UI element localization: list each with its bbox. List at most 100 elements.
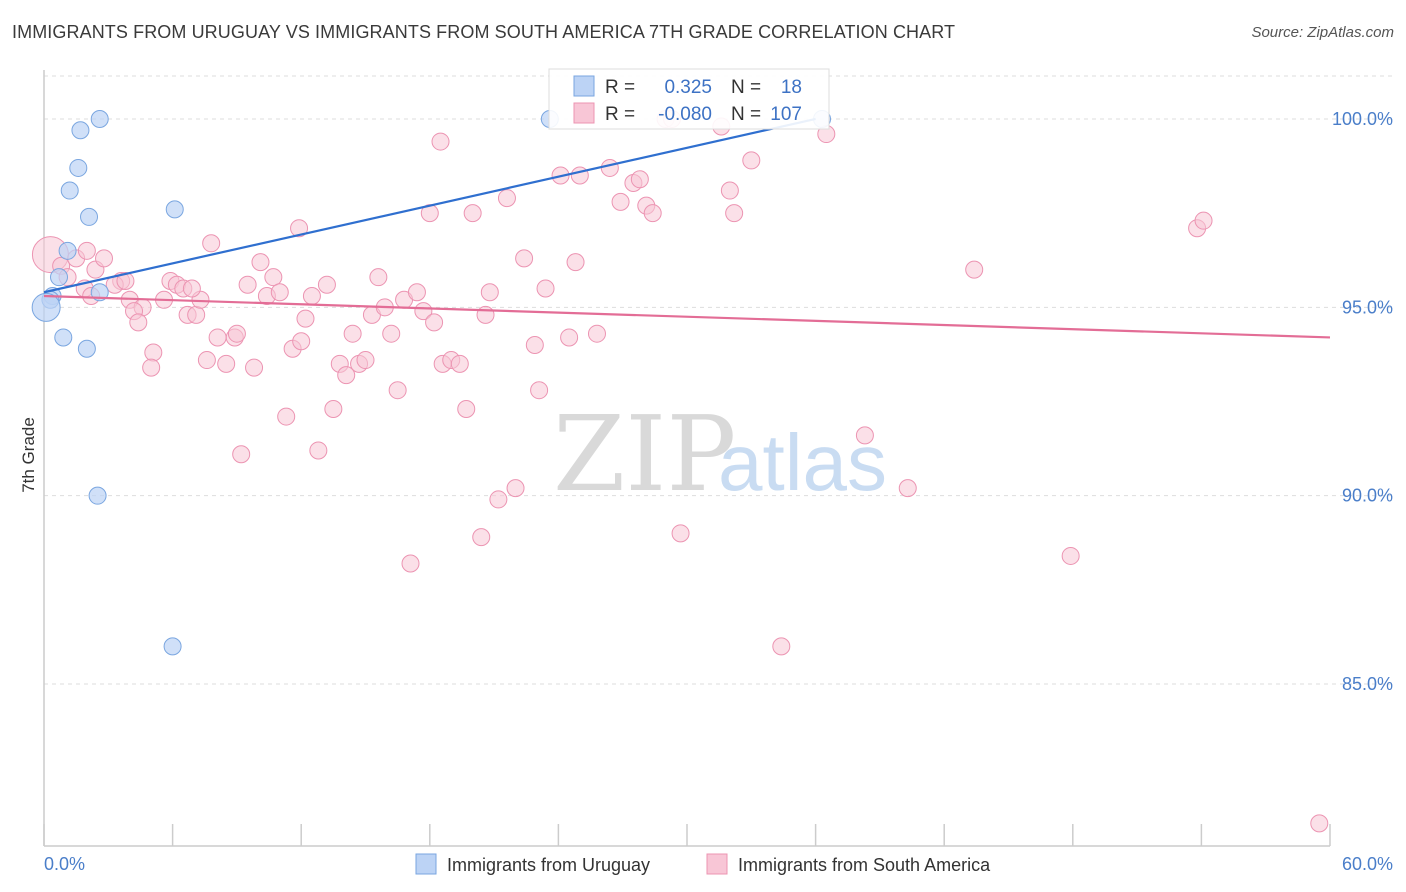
stats-n-value-south-america: 107 <box>770 104 802 125</box>
point-south-america <box>187 305 206 324</box>
point-uruguay <box>90 109 109 128</box>
point-south-america <box>77 241 96 260</box>
point-south-america <box>600 158 619 177</box>
point-south-america <box>264 268 283 287</box>
trend-line-uruguay <box>43 117 816 294</box>
series-uruguay-points <box>31 109 832 656</box>
stats-n-value-uruguay: 18 <box>781 77 802 98</box>
point-south-america <box>566 253 585 272</box>
point-south-america <box>560 328 579 347</box>
point-south-america <box>725 204 744 223</box>
point-south-america <box>855 426 874 445</box>
stats-r-value-uruguay: 0.325 <box>664 77 712 98</box>
point-south-america <box>208 328 227 347</box>
trend-line-south-america <box>43 294 1331 339</box>
trend-lines <box>43 117 1331 339</box>
point-south-america <box>1061 546 1080 565</box>
point-south-america <box>324 400 343 419</box>
source-label: Source: ZipAtlas.com <box>1251 24 1394 41</box>
point-south-america <box>472 528 491 547</box>
point-south-america <box>202 234 221 253</box>
point-south-america <box>742 151 761 170</box>
point-uruguay <box>163 637 182 656</box>
point-south-america <box>525 335 544 354</box>
point-south-america <box>238 275 257 294</box>
point-south-america <box>407 283 426 302</box>
point-south-america <box>343 324 362 343</box>
point-south-america <box>144 343 163 362</box>
stats-n-label-south-america: N = <box>731 104 761 125</box>
x-tick-label-max: 60.0% <box>1342 854 1393 874</box>
point-south-america <box>587 324 606 343</box>
point-south-america <box>182 279 201 298</box>
point-south-america <box>290 219 309 238</box>
y-axis-label: 7th Grade <box>19 417 38 493</box>
point-south-america <box>317 275 336 294</box>
point-south-america <box>611 192 630 211</box>
watermark: ZIP atlas <box>553 393 887 515</box>
point-uruguay <box>58 241 77 260</box>
y-tick-labels: 85.0% 90.0% 95.0% 100.0% <box>1332 109 1393 694</box>
legend: Immigrants from Uruguay Immigrants from … <box>415 853 991 875</box>
point-south-america <box>142 358 161 377</box>
point-south-america <box>296 309 315 328</box>
point-south-america <box>337 366 356 385</box>
point-south-america <box>450 354 469 373</box>
point-south-america <box>382 324 401 343</box>
point-south-america <box>506 479 525 498</box>
point-uruguay <box>54 328 73 347</box>
point-uruguay <box>50 268 69 287</box>
y-tick-label: 95.0% <box>1342 297 1393 317</box>
point-south-america <box>270 283 289 302</box>
legend-swatch-uruguay <box>415 853 437 875</box>
point-south-america <box>388 381 407 400</box>
point-south-america <box>116 271 135 290</box>
point-south-america <box>401 554 420 573</box>
point-south-america <box>772 637 791 656</box>
point-south-america <box>431 132 450 151</box>
point-south-america <box>965 260 984 279</box>
point-south-america <box>630 170 649 189</box>
point-uruguay <box>69 158 88 177</box>
point-south-america <box>217 354 236 373</box>
gridlines <box>44 75 1393 685</box>
point-south-america <box>356 351 375 370</box>
point-uruguay <box>77 339 96 358</box>
series-south-america-points <box>31 109 1329 833</box>
point-south-america <box>643 204 662 223</box>
point-south-america <box>1194 211 1213 230</box>
point-uruguay <box>88 486 107 505</box>
point-south-america <box>251 253 270 272</box>
point-south-america <box>369 268 388 287</box>
point-south-america <box>227 324 246 343</box>
x-tick-label-min: 0.0% <box>44 854 85 874</box>
legend-swatch-south-america <box>706 853 728 875</box>
point-south-america <box>515 249 534 268</box>
point-south-america <box>720 181 739 200</box>
point-south-america <box>497 189 516 208</box>
point-uruguay <box>71 121 90 140</box>
point-south-america <box>129 313 148 332</box>
x-ticks <box>43 824 1331 846</box>
y-tick-label: 100.0% <box>1332 109 1393 129</box>
legend-label-uruguay: Immigrants from Uruguay <box>447 855 650 875</box>
point-south-america <box>95 249 114 268</box>
point-uruguay <box>90 283 109 302</box>
point-south-america <box>536 279 555 298</box>
point-south-america <box>197 351 216 370</box>
point-south-america <box>1310 814 1329 833</box>
point-south-america <box>245 358 264 377</box>
point-south-america <box>457 400 476 419</box>
point-south-america <box>530 381 549 400</box>
y-tick-label: 90.0% <box>1342 486 1393 506</box>
point-uruguay <box>165 200 184 219</box>
point-south-america <box>489 490 508 509</box>
y-tick-label: 85.0% <box>1342 674 1393 694</box>
point-uruguay <box>60 181 79 200</box>
point-south-america <box>232 445 251 464</box>
watermark-zip: ZIP <box>553 393 736 515</box>
point-south-america <box>898 479 917 498</box>
legend-label-south-america: Immigrants from South America <box>738 855 991 875</box>
point-south-america <box>292 332 311 351</box>
point-south-america <box>277 407 296 426</box>
